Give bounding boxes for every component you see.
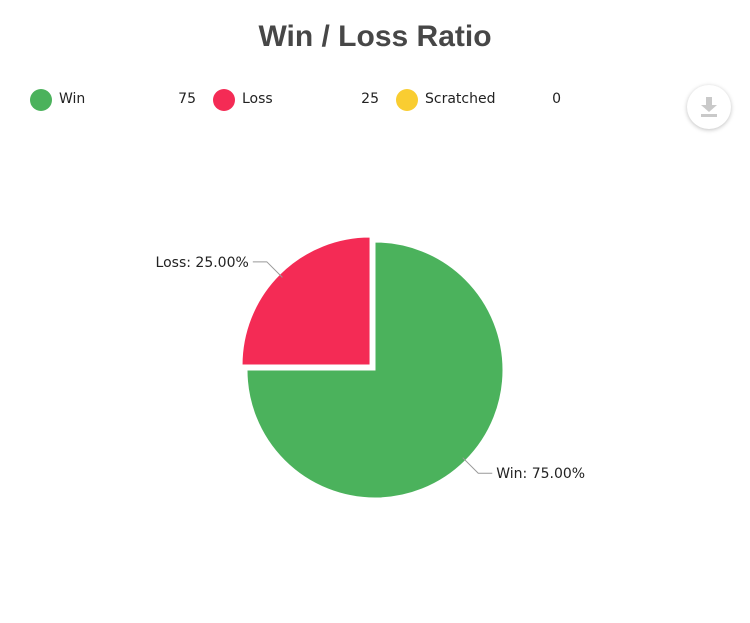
legend-label-loss: Loss	[242, 91, 273, 107]
legend-item-scratched[interactable]: Scratched 0	[396, 88, 564, 112]
pie-label-loss: Loss: 25.00%	[156, 255, 249, 271]
legend-label-win: Win	[59, 91, 86, 107]
pie-connector-win	[462, 457, 493, 474]
legend-swatch-loss	[213, 89, 235, 111]
legend-item-loss[interactable]: Loss 25	[213, 88, 381, 112]
pie-slice-loss[interactable]	[241, 236, 371, 366]
legend-value-scratched: 0	[552, 91, 561, 107]
pie-connector-loss	[252, 261, 283, 278]
legend-label-scratched: Scratched	[425, 91, 496, 107]
chart-title: Win / Loss Ratio	[258, 20, 492, 53]
pie-label-win: Win: 75.00%	[496, 466, 585, 482]
legend-item-win[interactable]: Win 75	[30, 88, 198, 112]
legend-swatch-scratched	[396, 89, 418, 111]
legend-value-win: 75	[178, 91, 196, 107]
legend-swatch-win	[30, 89, 52, 111]
download-button[interactable]	[687, 85, 731, 129]
legend-value-loss: 25	[361, 91, 379, 107]
download-icon	[701, 97, 717, 117]
